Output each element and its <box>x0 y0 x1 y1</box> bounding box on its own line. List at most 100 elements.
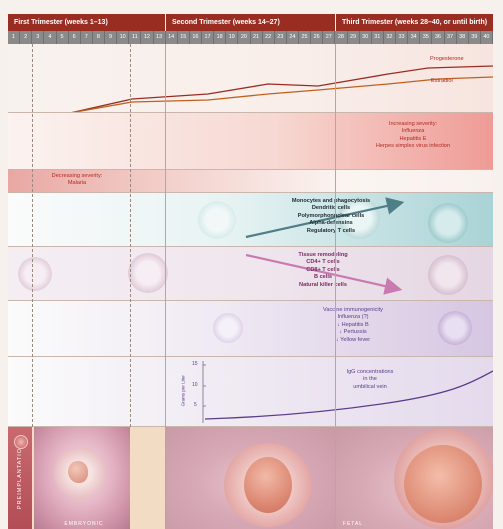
week-cell: 36 <box>432 31 445 44</box>
week-cell: 14 <box>166 31 178 44</box>
igg-label-line: IgG concentrations <box>346 369 394 375</box>
embryonic-label: EMBRYONIC <box>64 521 104 527</box>
igg-y-axis-label: Grams per Liter <box>180 375 186 407</box>
adaptive-item: B cells <box>313 274 333 281</box>
week-cell: 40 <box>481 31 493 44</box>
decreasing-severity-text: Decreasing severity: Malaria <box>42 173 112 188</box>
week-cell: 2 <box>20 31 33 44</box>
cell-decoration <box>213 313 243 343</box>
week-cell: 1 <box>8 31 21 44</box>
progesterone-label: Progesterone <box>430 56 464 62</box>
fetal-development-band: PREIMPLANTATION EMBRYONIC FETAL <box>8 427 493 529</box>
week-cell: 4 <box>44 31 57 44</box>
embryo <box>68 461 88 483</box>
week-cell: 23 <box>275 31 287 44</box>
infection-item: Malaria <box>67 180 87 187</box>
increasing-severity-text: Increasing severity: Influenza Hepatitis… <box>358 121 468 151</box>
week-cell: 5 <box>57 31 69 44</box>
igg-tick-label: 15 <box>192 361 198 367</box>
week-cell: 28 <box>335 31 348 44</box>
cell-decoration <box>128 253 168 293</box>
week-cell: 35 <box>420 31 433 44</box>
igg-label-line: umbilical vein <box>353 383 387 390</box>
week-cell: 18 <box>214 31 227 44</box>
adaptive-arrow <box>245 253 403 295</box>
igg-chart <box>202 361 493 423</box>
increasing-severity-band: Increasing severity: Influenza Hepatitis… <box>8 113 493 170</box>
week-cell: 31 <box>372 31 384 44</box>
igg-band: 15 10 5 Grams per Liter IgG concentratio… <box>8 357 493 427</box>
infection-item: Influenza <box>401 128 425 135</box>
week-cell: 11 <box>129 31 142 44</box>
week-cell: 10 <box>117 31 130 44</box>
vaccine-item: Vaccine immunogenicity <box>323 307 383 313</box>
week-cell: 21 <box>251 31 263 44</box>
fetus-3 <box>404 445 482 523</box>
innate-item: Alpha-defensins <box>309 220 353 227</box>
week-cell: 26 <box>311 31 324 44</box>
week-cell: 3 <box>32 31 45 44</box>
adaptive-item: CD8+ T cells <box>306 266 340 273</box>
week-cell: 29 <box>348 31 360 44</box>
trimester-3-header: Third Trimester (weeks 28–40, or until b… <box>336 14 493 31</box>
week-number-row: 1 2 3 4 5 6 7 8 9 10 11 12 13 14 15 16 17 18 19 20 21 22 23 24 2… <box>8 31 493 44</box>
vaccine-band: Vaccine immunogenicity Influenza (?) ↓ H… <box>8 301 493 357</box>
embryonic-boundary <box>32 44 33 427</box>
week-cell: 13 <box>154 31 166 44</box>
week-cell: 8 <box>93 31 105 44</box>
week-cell: 12 <box>141 31 154 44</box>
adaptive-item: CD4+ T cells <box>306 259 340 266</box>
innate-list: Monocytes and phagocytosis Dendritic cel… <box>276 198 386 235</box>
preimplantation-cell <box>14 435 28 449</box>
week-cell: 33 <box>396 31 409 44</box>
innate-item: Monocytes and phagocytosis <box>291 198 371 204</box>
trimester-divider <box>165 44 166 529</box>
infection-item: Herpes simplex virus infection <box>375 143 451 150</box>
cell-decoration <box>428 255 468 295</box>
hormone-curves <box>71 65 493 112</box>
cell-decoration <box>18 257 52 291</box>
adaptive-item: Natural killer cells <box>299 281 347 288</box>
igg-label-line: in the <box>363 376 377 383</box>
innate-item: Regulatory T cells <box>306 227 356 234</box>
week-cell: 27 <box>323 31 336 44</box>
igg-tick-label: 5 <box>194 402 197 408</box>
week-cell: 17 <box>202 31 215 44</box>
week-cell: 19 <box>226 31 239 44</box>
week-cell: 7 <box>81 31 93 44</box>
adaptive-list: Tissue remodeling CD4+ T cells CD8+ T ce… <box>268 252 378 289</box>
cell-decoration <box>338 197 380 239</box>
cell-decoration <box>438 311 472 345</box>
vaccine-list: Vaccine immunogenicity Influenza (?) ↓ H… <box>298 307 408 344</box>
week-cell: 39 <box>469 31 481 44</box>
vaccine-item: Influenza (?) <box>337 314 369 321</box>
igg-curve <box>204 370 493 420</box>
igg-label: IgG concentrations in the umbilical vein <box>330 369 410 391</box>
week-cell: 20 <box>238 31 251 44</box>
decreasing-severity-heading: Decreasing severity: <box>51 173 103 179</box>
progesterone-curve <box>71 65 493 112</box>
trimester-1-header: First Trimester (weeks 1–13) <box>8 14 165 31</box>
innate-immunity-band: Monocytes and phagocytosis Dendritic cel… <box>8 193 493 247</box>
week-cell: 25 <box>299 31 312 44</box>
adaptive-item: Tissue remodeling <box>298 252 348 258</box>
vaccine-item: ↓ Yellow fever <box>335 336 371 343</box>
week-cell: 6 <box>69 31 81 44</box>
decreasing-severity-band: Decreasing severity: Malaria <box>8 170 493 193</box>
innate-item: Dendritic cells <box>311 205 351 212</box>
week-cell: 22 <box>263 31 275 44</box>
vaccine-item: ↓ Pertussis <box>339 329 367 336</box>
fetal-label: FETAL <box>342 521 364 527</box>
innate-arrow <box>245 197 405 239</box>
trimester-2-header: Second Trimester (weeks 14–27) <box>166 14 335 31</box>
cell-decoration <box>198 201 236 239</box>
increasing-severity-heading: Increasing severity: <box>388 121 438 127</box>
vaccine-item: ↓ Hepatitis B <box>337 321 369 328</box>
adaptive-immunity-band: Tissue remodeling CD4+ T cells CD8+ T ce… <box>8 247 493 301</box>
week-cell: 16 <box>190 31 202 44</box>
week-cell: 15 <box>178 31 190 44</box>
hormone-band: Progesterone Estradiol <box>8 44 493 113</box>
week-cell: 38 <box>457 31 469 44</box>
cell-decoration <box>428 203 468 243</box>
